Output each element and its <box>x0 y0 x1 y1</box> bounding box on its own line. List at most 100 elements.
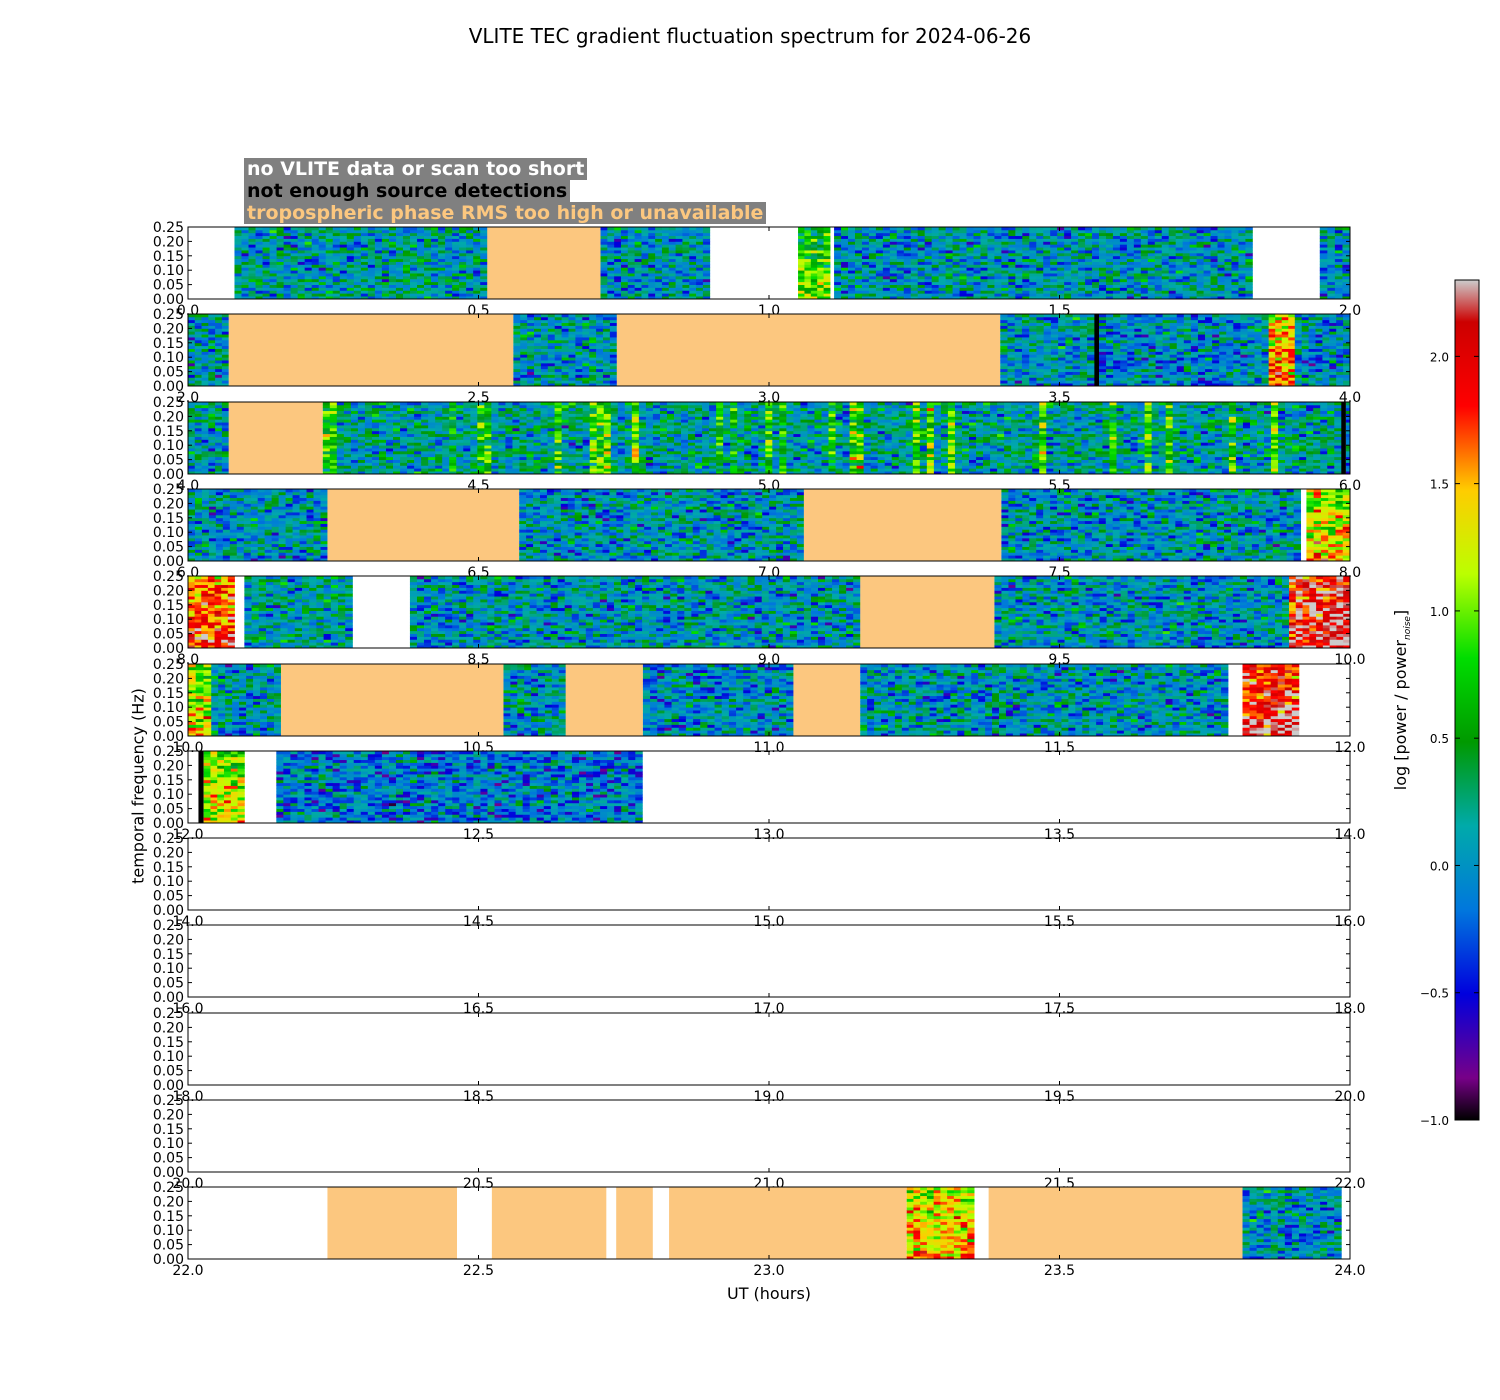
spectrum-cell <box>1281 354 1289 358</box>
spectrum-cell <box>445 270 453 274</box>
spectrum-cell <box>262 238 270 242</box>
spectrum-cell <box>889 273 898 277</box>
spectrum-cell <box>661 250 670 254</box>
spectrum-cell <box>1162 357 1171 361</box>
spectrum-cell <box>1226 319 1234 324</box>
spectrum-cell <box>417 227 425 231</box>
spectrum-cell <box>1029 371 1037 375</box>
spectrum-cell <box>959 281 967 285</box>
spectrum-cell <box>1210 296 1218 300</box>
spectrum-cell <box>480 270 488 274</box>
spectrum-cell <box>255 241 263 245</box>
spectrum-cell <box>1231 227 1239 231</box>
spectrum-cell <box>1169 342 1178 347</box>
spectrum-cell <box>339 238 348 242</box>
spectrum-cell <box>388 241 397 245</box>
spectrum-cell <box>1190 325 1199 329</box>
spectrum-cell <box>459 241 467 245</box>
spectrum-cell <box>1141 339 1149 344</box>
spectrum-cell <box>1329 383 1337 387</box>
spectrum-cell <box>1197 348 1206 352</box>
spectrum-cell <box>1079 351 1088 355</box>
spectrum-cell <box>675 255 683 260</box>
spectrum-cell <box>201 374 209 378</box>
spectrum-cell <box>1133 293 1142 297</box>
spectrum-cell <box>215 316 223 321</box>
spectrum-cell <box>1162 339 1171 344</box>
spectrum-cell <box>188 416 196 420</box>
spectrum-cell <box>1001 267 1009 271</box>
spectrum-cell <box>1050 258 1058 262</box>
spectrum-cell <box>374 278 383 283</box>
spectrum-cell <box>215 342 223 347</box>
spectrum-cell <box>675 250 683 254</box>
spectrum-cell <box>1219 374 1227 378</box>
spectrum-cell <box>682 235 690 239</box>
spectrum-cell <box>614 238 622 242</box>
spectrum-cell <box>367 232 376 237</box>
spectrum-cell <box>868 287 877 291</box>
spectrum-cell <box>1057 255 1065 260</box>
spectrum-cell <box>547 362 556 367</box>
spectrum-cell <box>620 270 629 274</box>
spectrum-cell <box>1308 362 1316 367</box>
spectrum-cell <box>607 255 615 260</box>
spectrum-cell <box>966 293 974 297</box>
spectrum-cell <box>1133 238 1142 242</box>
spectrum-cell <box>648 278 656 283</box>
spectrum-cell <box>1147 296 1156 300</box>
spectrum-cell <box>910 278 919 283</box>
spectrum-cell <box>848 296 856 300</box>
spectrum-cell <box>1161 287 1170 291</box>
spectrum-cell <box>473 290 481 294</box>
spectrum-cell <box>1315 351 1323 355</box>
spectrum-cell <box>596 374 604 378</box>
spectrum-cell <box>1169 374 1178 378</box>
spectrum-cell <box>561 337 569 341</box>
spectrum-cell <box>547 328 556 332</box>
spectrum-cell <box>1205 339 1213 344</box>
spectrum-cell <box>689 244 697 248</box>
spectrum-cell <box>255 273 263 277</box>
spectrum-cell <box>661 252 670 257</box>
spectrum-cell <box>1072 357 1081 361</box>
spectrum-cell <box>1182 227 1191 231</box>
spectrum-cell <box>1134 360 1142 364</box>
spectrum-cell <box>602 383 611 387</box>
spectrum-cell <box>848 252 856 257</box>
spectrum-cell <box>1233 319 1241 324</box>
spectrum-cell <box>255 270 263 274</box>
spectrum-cell <box>1162 316 1171 321</box>
spectrum-cell <box>1087 348 1095 352</box>
spectrum-cell <box>473 264 481 268</box>
spectrum-cell <box>554 354 563 358</box>
spectrum-cell <box>1043 345 1052 349</box>
spectrum-cell <box>201 445 209 449</box>
spectrum-cell <box>208 331 216 335</box>
spectrum-cell <box>188 413 196 417</box>
spectrum-cell <box>1064 250 1072 254</box>
spectrum-cell <box>262 293 270 297</box>
spectrum-cell <box>520 314 528 318</box>
spectrum-cell <box>1315 319 1323 324</box>
spectrum-cell <box>675 284 683 288</box>
spectrum-cell <box>1343 357 1351 361</box>
spectrum-cell <box>609 377 618 381</box>
spectrum-cell <box>1210 238 1218 242</box>
spectrum-cell <box>980 275 988 280</box>
spectrum-cell <box>215 430 223 435</box>
spectrum-cell <box>561 362 569 367</box>
spectrum-cell <box>1148 328 1156 332</box>
spectrum-cell <box>534 328 542 332</box>
spectrum-cell <box>1315 354 1323 358</box>
spectrum-cell <box>1134 319 1142 324</box>
spectrum-cell <box>554 319 563 324</box>
spectrum-cell <box>1127 354 1135 358</box>
spectrum-cell <box>431 270 439 274</box>
spectrum-cell <box>1183 319 1192 324</box>
spectrum-cell <box>1043 273 1051 277</box>
spectrum-cell <box>431 244 439 248</box>
spectrum-cell <box>987 247 995 251</box>
spectrum-cell <box>445 252 453 257</box>
spectrum-cell <box>1155 365 1164 370</box>
